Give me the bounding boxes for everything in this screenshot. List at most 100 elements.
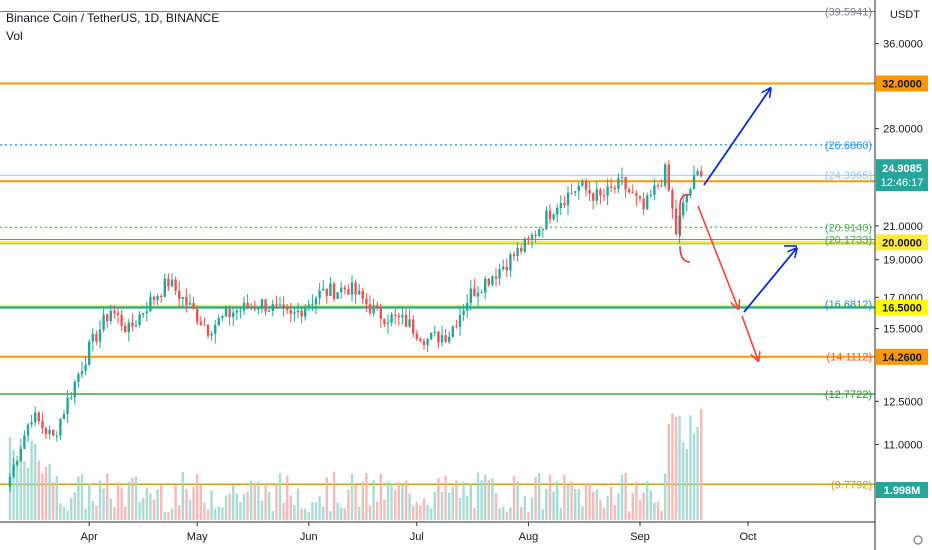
volume-bar [678,415,681,520]
volume-bar [635,481,638,520]
volume-bar [487,480,490,520]
volume-bar [192,486,195,520]
candle-body [178,290,181,299]
candle-body [476,292,480,297]
candle-body [62,414,66,419]
candle-body [635,193,638,197]
level-label: (16.6812) [825,299,872,311]
candle-body [430,333,433,340]
candle-body [314,298,318,305]
volume-bar [448,492,451,520]
current-price-badge[interactable] [876,159,928,192]
candle-body [210,333,213,336]
volume-bar [142,498,145,520]
candle-body [559,203,562,208]
price-badge[interactable] [876,299,928,316]
candle-body [473,288,476,297]
level-label: (39.5941) [825,6,872,18]
candle-body [692,175,696,190]
volume-bar [52,482,55,520]
candle-body [523,238,526,252]
volume-bar [196,474,199,520]
candle-body [264,299,267,312]
highlight-curve[interactable] [679,193,691,236]
volume-bar [282,502,285,520]
volume-bar [214,508,217,520]
candle-body [394,314,397,316]
time-tick-label: Jul [410,531,424,543]
candle-body [386,322,390,324]
volume-bar [84,508,87,520]
candle-body [581,181,584,186]
volume-bar [361,481,364,520]
volume-bar [372,480,375,520]
volume-bar [656,501,660,520]
candle-body [196,309,199,322]
candle-body [289,309,292,314]
volume-bar [444,475,447,520]
symbol-title[interactable]: Binance Coin / TetherUS, 1D, BINANCE [6,11,220,25]
candle-body [494,276,498,279]
candle-body [444,335,447,342]
settings-icon[interactable] [913,535,923,545]
volume-bar [185,489,188,520]
volume-bar [671,413,674,520]
volume-bar [530,497,534,520]
volume-bar [95,505,98,520]
bearish-arrow[interactable] [697,205,738,308]
volume-bar [30,440,33,520]
volume-bar [318,496,321,520]
volume-bar [264,483,267,520]
volume-bar [642,492,645,520]
volume-bar [440,491,444,520]
price-axis[interactable]: 36.000028.000021.000019.000017.000015.50… [825,6,928,498]
candle-body [37,412,40,422]
candle-body [433,331,436,334]
candle-body [613,187,616,190]
volume-bar [552,491,555,520]
candle-body [404,314,408,327]
candle-body [44,428,48,435]
candle-body [340,287,343,293]
price-badge[interactable] [876,75,928,92]
volume-bar [340,507,343,520]
volume-bar [311,502,314,520]
candle-body [286,307,289,310]
volume-bar [581,506,584,520]
volume-bar [397,481,400,520]
candle-body [534,234,537,236]
volume-bar [170,508,174,520]
candle-body [181,296,184,299]
candle-body [296,310,300,313]
bearish-arrow[interactable] [741,315,758,360]
candle-body [192,303,195,310]
candle-body [70,397,73,399]
bullish-arrow[interactable] [703,89,770,186]
volume-bar [48,463,51,520]
candle-body [570,192,573,194]
volume-badge[interactable] [876,482,928,498]
candle-body [350,282,354,295]
price-badge[interactable] [876,234,928,251]
volume-legend[interactable]: Vol [6,29,23,43]
candle-body [552,214,555,220]
volume-bar [653,502,656,520]
price-badge[interactable] [876,348,928,365]
time-axis[interactable]: Apr May Jun Jul Aug Sep Oct [81,522,757,543]
candle-body [167,278,170,287]
level-label: (14.1112) [827,351,872,363]
candle-body [282,304,285,308]
candle-body [149,296,152,312]
volume-bar [91,500,94,520]
candle-body [8,476,12,488]
candle-body [376,305,379,308]
highlight-curve[interactable] [679,245,691,263]
bullish-arrow[interactable] [743,249,796,313]
volume-bar [55,475,58,520]
candle-body [19,448,22,462]
volume-bar [242,493,246,520]
candle-body [631,192,634,194]
countdown-timer: 12:46:17 [881,177,924,189]
candle-body [638,196,642,199]
